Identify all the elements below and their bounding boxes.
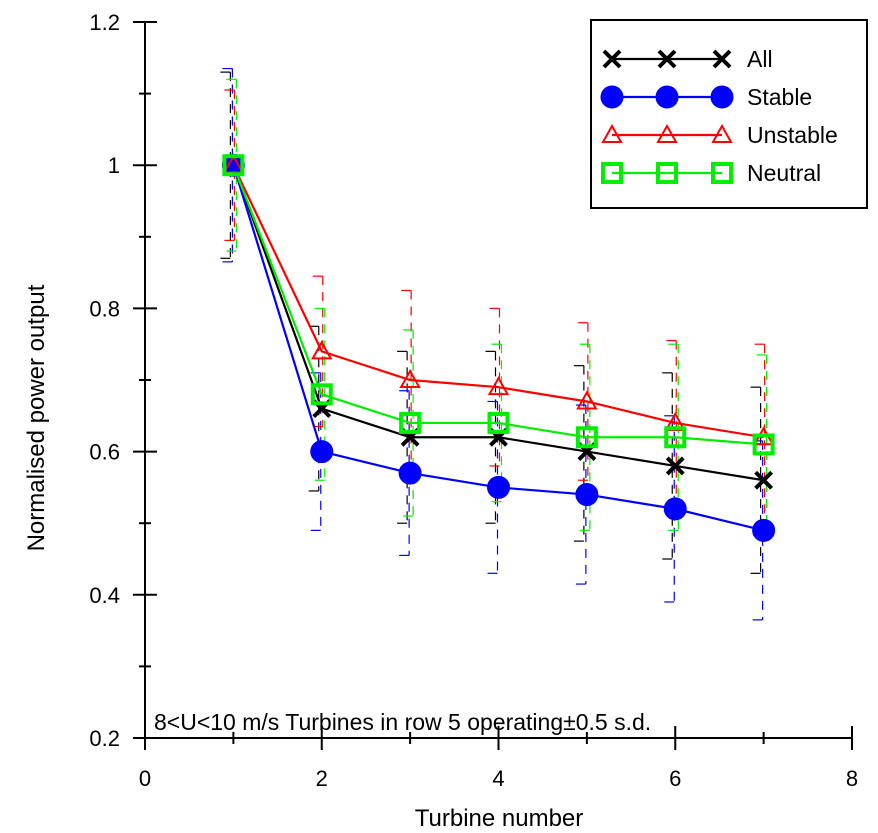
legend-label: Stable xyxy=(747,84,812,110)
legend-label: All xyxy=(747,46,773,72)
data-point-stable xyxy=(663,497,687,521)
legend-marker xyxy=(600,85,624,109)
x-axis-title: Turbine number xyxy=(415,805,584,832)
x-tick-label: 0 xyxy=(139,766,151,791)
data-point-unstable xyxy=(399,368,421,388)
data-point-neutral xyxy=(222,154,245,177)
legend-marker xyxy=(601,123,623,143)
series-line-unstable xyxy=(232,164,764,439)
x-tick-label: 6 xyxy=(669,766,681,791)
data-point-all xyxy=(665,456,685,476)
series-line-neutral xyxy=(232,164,764,446)
legend-marker xyxy=(712,49,732,69)
x-tick-label: 2 xyxy=(316,766,328,791)
legend-marker xyxy=(711,162,733,184)
condition-annotation: 8<U<10 m/s Turbines in row 5 operating±0… xyxy=(154,709,651,735)
data-point-stable xyxy=(575,483,599,507)
legend-marker xyxy=(710,85,734,109)
data-point-neutral xyxy=(752,433,775,456)
legend-label: Unstable xyxy=(747,122,838,148)
data-point-neutral xyxy=(575,426,598,449)
y-tick-label: 1 xyxy=(108,153,120,178)
series-line-stable xyxy=(232,164,764,532)
data-point-unstable xyxy=(487,376,510,396)
series-lines xyxy=(232,164,764,532)
data-point-stable xyxy=(752,518,776,542)
y-axis-title: Normalised power output xyxy=(23,284,50,551)
x-tick-label: 8 xyxy=(846,766,858,791)
data-point-all xyxy=(754,470,774,490)
legend-marker xyxy=(602,49,622,69)
legend-label: Neutral xyxy=(747,160,821,186)
data-point-neutral xyxy=(487,411,510,434)
legend-marker xyxy=(601,162,623,184)
x-tick-label: 4 xyxy=(492,766,504,791)
y-tick-label: 1.2 xyxy=(89,10,120,35)
data-point-stable xyxy=(310,440,334,464)
y-tick-label: 0.4 xyxy=(89,583,120,608)
legend-marker xyxy=(656,123,678,143)
axis-ticks: 0 2 4 6 8 0.2 0.4 0.6 0.8 1 1.2 xyxy=(89,10,858,791)
data-point-unstable xyxy=(576,390,598,410)
legend-marker xyxy=(656,162,678,184)
data-point-neutral xyxy=(310,383,333,406)
legend-marker xyxy=(655,85,679,109)
data-point-stable xyxy=(398,461,422,485)
data-point-stable xyxy=(487,475,510,499)
legend: All Stable Unstable Neutral xyxy=(590,19,868,209)
data-point-neutral xyxy=(664,426,687,449)
data-point-unstable xyxy=(311,340,333,360)
series-markers xyxy=(221,153,776,542)
y-tick-label: 0.2 xyxy=(89,726,120,751)
data-point-neutral xyxy=(399,411,422,434)
y-tick-label: 0.6 xyxy=(89,440,120,465)
legend-marker xyxy=(657,49,677,69)
y-tick-label: 0.8 xyxy=(89,296,120,321)
legend-marker xyxy=(711,123,733,143)
